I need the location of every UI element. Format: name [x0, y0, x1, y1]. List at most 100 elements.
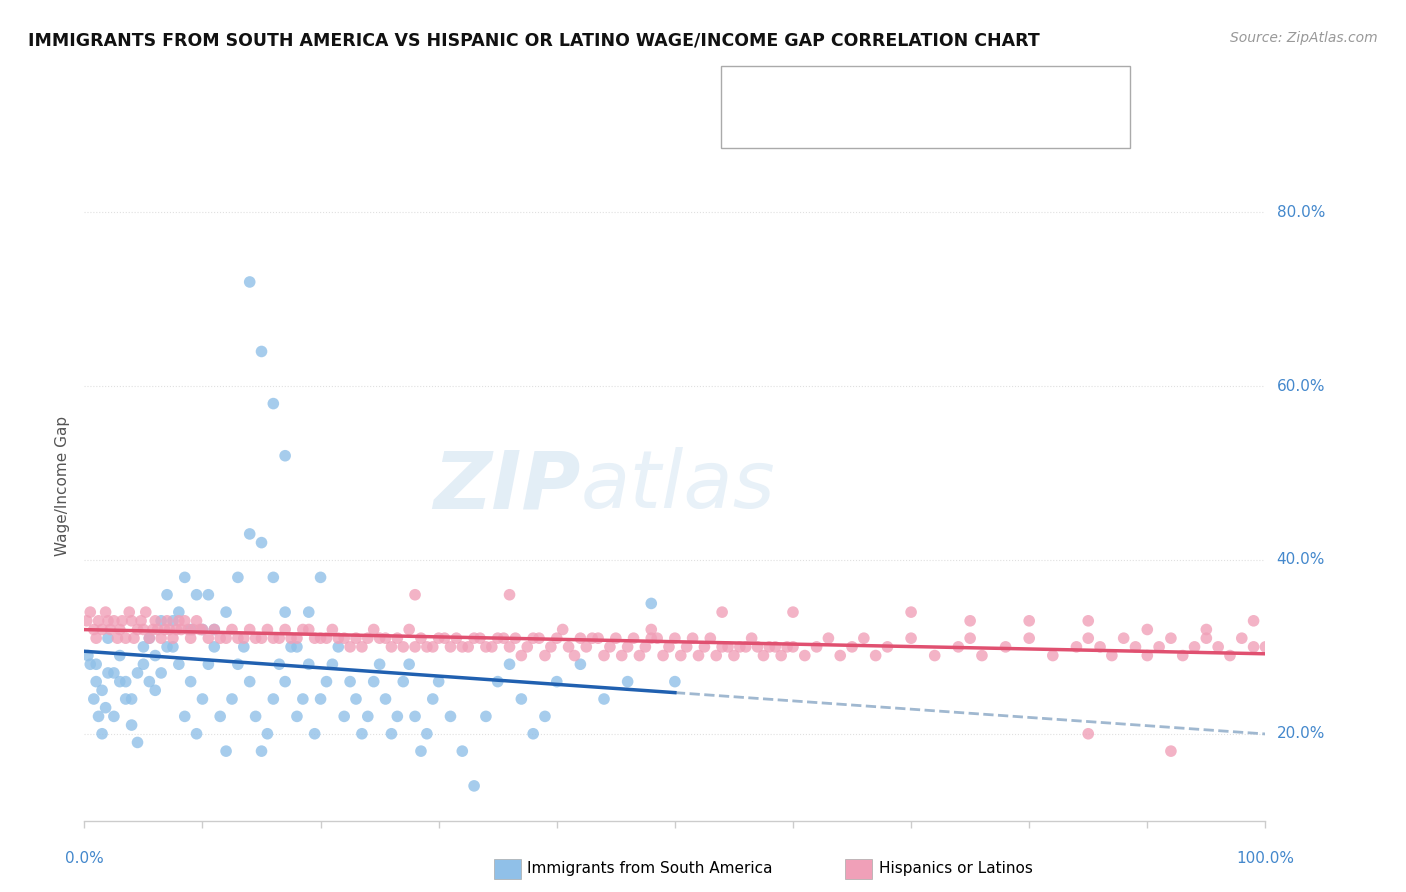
Point: [186, 614, 208, 628]
Point: [1077, 727, 1099, 741]
Point: [138, 631, 160, 645]
Point: [1243, 614, 1265, 628]
Point: [1101, 648, 1123, 663]
Point: [616, 674, 638, 689]
Point: [723, 648, 745, 663]
Point: [209, 709, 232, 723]
Point: [127, 623, 149, 637]
Text: R =: R =: [789, 78, 828, 95]
Point: [1018, 614, 1040, 628]
Point: [498, 657, 520, 672]
Point: [262, 570, 284, 584]
FancyBboxPatch shape: [734, 71, 776, 101]
Point: [1160, 631, 1182, 645]
Point: [76, 614, 98, 628]
Point: [107, 631, 129, 645]
Point: [398, 657, 420, 672]
Point: [575, 640, 598, 654]
Point: [1243, 640, 1265, 654]
Point: [180, 623, 202, 637]
Point: [486, 631, 509, 645]
Point: [409, 744, 432, 758]
Point: [315, 674, 337, 689]
Point: [669, 648, 692, 663]
Point: [475, 640, 498, 654]
Point: [167, 614, 190, 628]
Point: [451, 640, 474, 654]
Point: [711, 640, 734, 654]
Point: [298, 605, 321, 619]
Point: [557, 640, 579, 654]
Point: [1066, 640, 1088, 654]
FancyBboxPatch shape: [734, 113, 776, 143]
Point: [1125, 640, 1147, 654]
Point: [516, 640, 538, 654]
Point: [741, 631, 763, 645]
Point: [510, 648, 533, 663]
Point: [177, 623, 200, 637]
Point: [593, 648, 616, 663]
Point: [865, 648, 887, 663]
Point: [806, 640, 828, 654]
Point: [226, 657, 249, 672]
Point: [285, 709, 308, 723]
Point: [363, 674, 385, 689]
Point: [463, 779, 485, 793]
Point: [232, 640, 254, 654]
Point: [328, 631, 350, 645]
Point: [121, 614, 143, 628]
Point: [304, 631, 326, 645]
Point: [1088, 640, 1111, 654]
Point: [173, 570, 195, 584]
Point: [191, 692, 214, 706]
Point: [1219, 648, 1241, 663]
Point: [121, 718, 143, 732]
Text: 0.454: 0.454: [844, 78, 900, 95]
Point: [138, 631, 160, 645]
Point: [291, 692, 314, 706]
Point: [374, 692, 396, 706]
Point: [132, 623, 155, 637]
Point: [457, 640, 479, 654]
Point: [610, 648, 633, 663]
Point: [274, 449, 297, 463]
Point: [392, 640, 415, 654]
Point: [675, 640, 697, 654]
Point: [83, 692, 105, 706]
Point: [245, 709, 267, 723]
Point: [634, 640, 657, 654]
Point: [1195, 623, 1218, 637]
Point: [97, 614, 120, 628]
Point: [239, 674, 262, 689]
Point: [380, 727, 402, 741]
Point: [197, 588, 219, 602]
Point: [114, 674, 136, 689]
Point: [652, 648, 675, 663]
Text: 195: 195: [1000, 119, 1038, 136]
Point: [280, 640, 302, 654]
Point: [1018, 631, 1040, 645]
Point: [166, 623, 188, 637]
Point: [157, 623, 180, 637]
Point: [387, 631, 409, 645]
Point: [948, 640, 970, 654]
Point: [770, 648, 793, 663]
Point: [91, 683, 114, 698]
Text: Immigrants from South America: Immigrants from South America: [527, 862, 773, 876]
Point: [118, 605, 141, 619]
Point: [156, 640, 179, 654]
Point: [150, 665, 173, 680]
Point: [368, 631, 391, 645]
Point: [114, 692, 136, 706]
Text: IMMIGRANTS FROM SOUTH AMERICA VS HISPANIC OR LATINO WAGE/INCOME GAP CORRELATION : IMMIGRANTS FROM SOUTH AMERICA VS HISPANI…: [28, 31, 1040, 49]
Text: atlas: atlas: [581, 447, 775, 525]
Point: [153, 623, 176, 637]
Point: [215, 631, 238, 645]
Point: [422, 640, 444, 654]
Point: [793, 648, 815, 663]
Point: [427, 631, 450, 645]
Point: [404, 709, 426, 723]
Point: [398, 623, 420, 637]
Point: [564, 648, 586, 663]
Point: [374, 631, 396, 645]
